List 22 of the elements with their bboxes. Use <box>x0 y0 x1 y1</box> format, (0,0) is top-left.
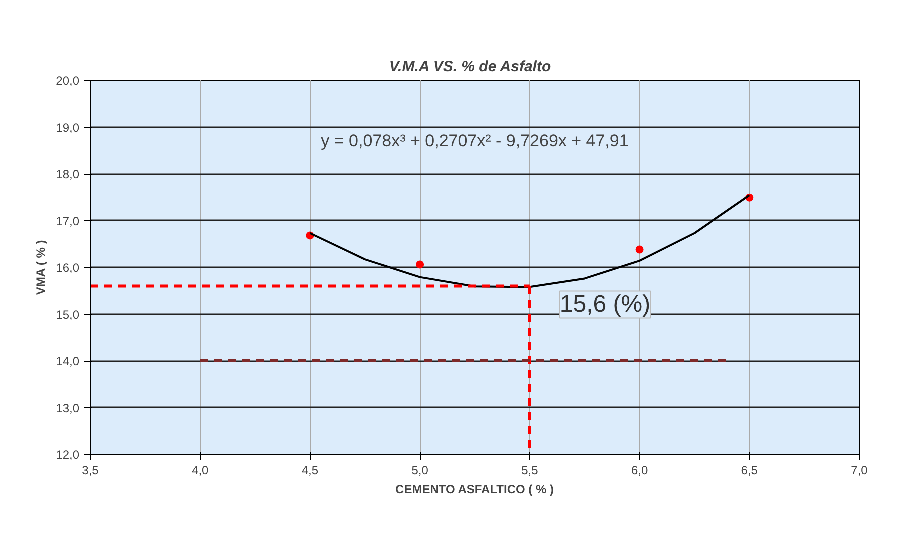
x-tick-label: 6,5 <box>741 464 758 478</box>
y-tick-label: 12,0 <box>56 448 80 462</box>
x-tick-label: 5,0 <box>412 464 429 478</box>
annotation: y = 0,078x³ + 0,2707x² - 9,7269x + 47,91 <box>321 132 629 150</box>
y-tick-label: 13,0 <box>56 401 80 416</box>
y-tick-label: 17,0 <box>56 214 80 228</box>
y-tick-label: 19,0 <box>56 120 80 135</box>
chart-title: V.M.A VS. % de Asfalto <box>389 58 552 76</box>
x-tick-label: 4,5 <box>302 464 319 478</box>
x-tick-label: 6,0 <box>631 464 648 478</box>
x-tick-label: 3,5 <box>82 464 100 478</box>
y-tick-label: 18,0 <box>56 168 80 182</box>
y-tick-label: 16,0 <box>56 261 80 275</box>
y-tick-label: 14,0 <box>56 354 80 368</box>
x-tick-label: 5,5 <box>522 464 539 478</box>
x-tick-label: 4,0 <box>192 464 210 478</box>
annotation: 15,6 (%) <box>560 291 651 318</box>
x-tick-label: 7,0 <box>851 464 868 478</box>
y-tick-label: 15,0 <box>56 308 80 322</box>
x-axis-title: CEMENTO ASFALTICO ( % ) <box>396 482 554 496</box>
y-tick-label: 20,0 <box>56 74 80 88</box>
y-axis-title: VMA ( % ) <box>34 240 48 296</box>
